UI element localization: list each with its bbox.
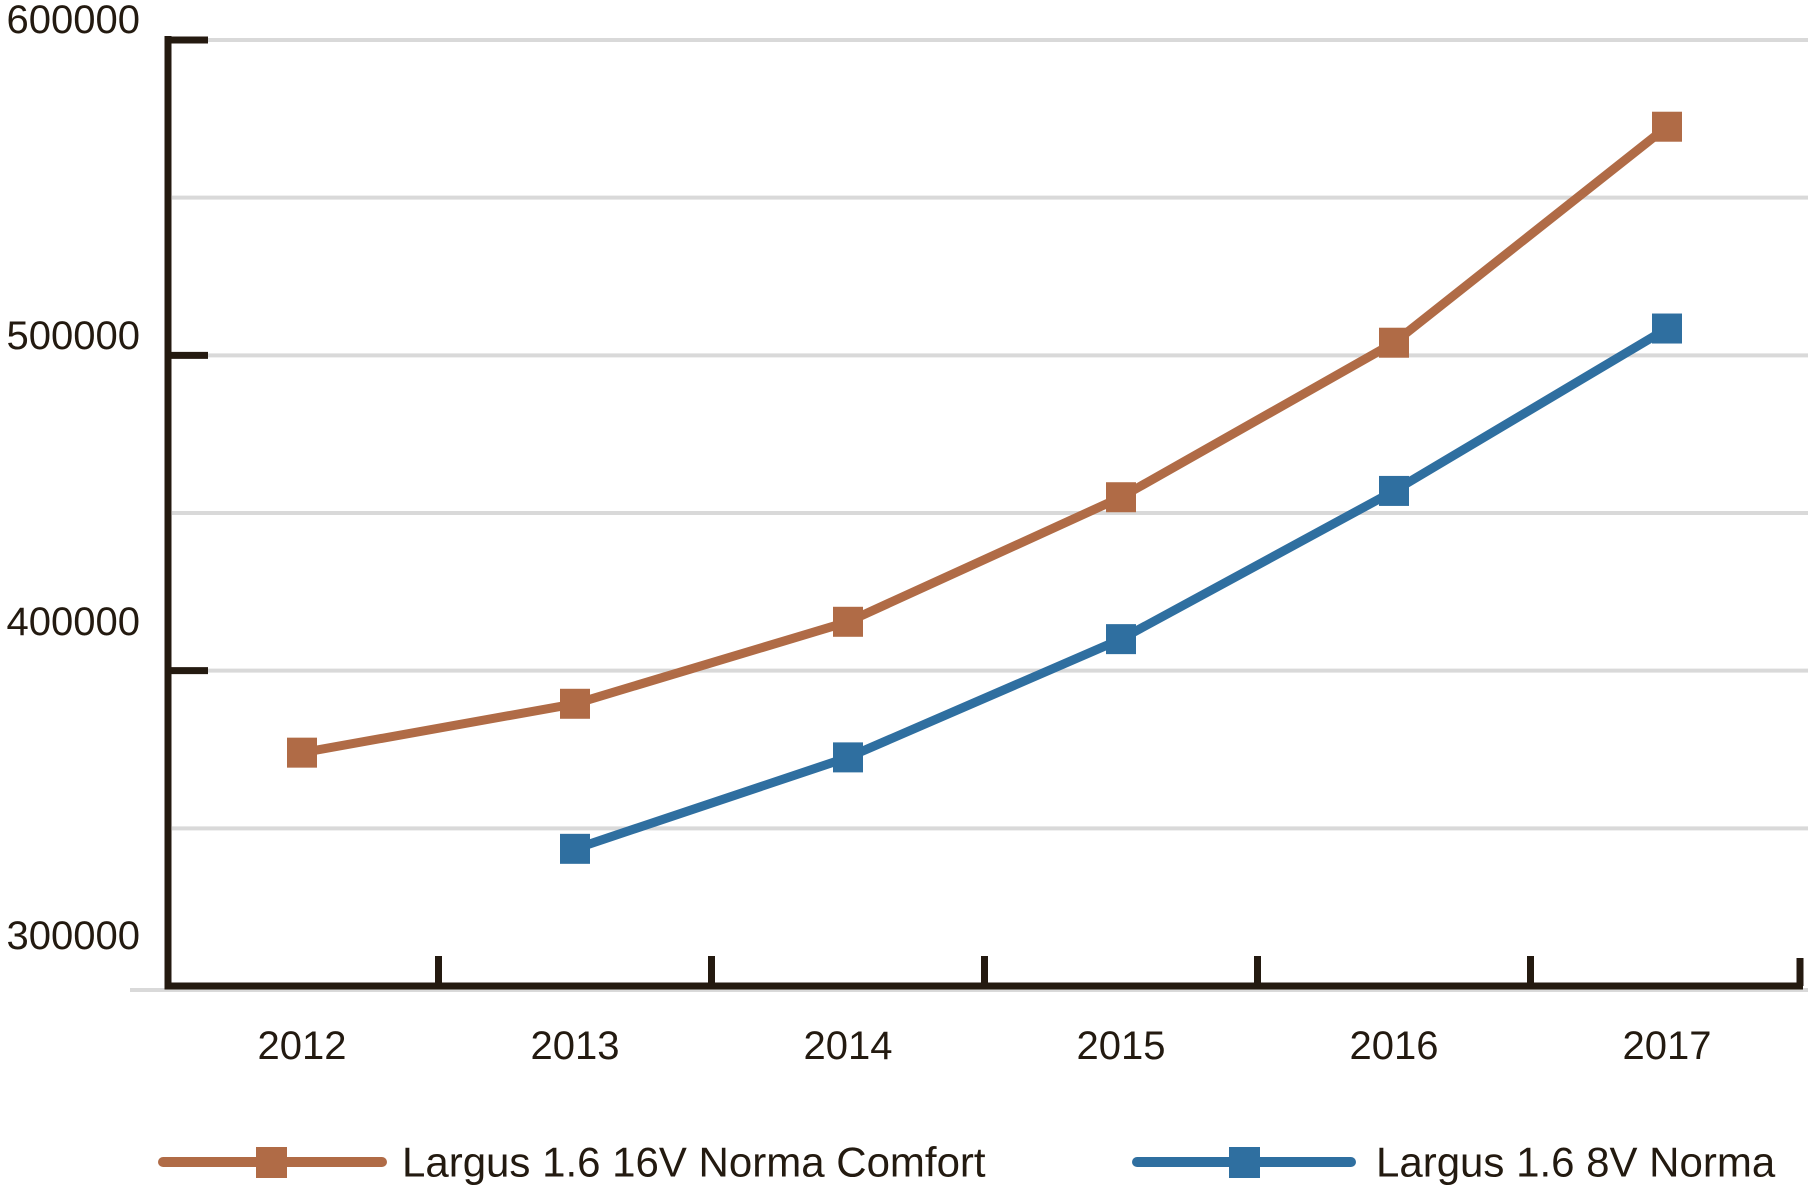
data-point-marker bbox=[1106, 624, 1136, 655]
data-point-marker bbox=[1652, 313, 1682, 344]
legend-label: Largus 1.6 16V Norma Comfort bbox=[402, 1139, 986, 1186]
series bbox=[287, 111, 1682, 864]
series-line-largus-1-6-16v-norma-comfort bbox=[301, 123, 1670, 758]
data-point-marker bbox=[833, 606, 863, 637]
data-point-marker bbox=[1652, 111, 1682, 142]
legend-marker-square bbox=[1229, 1147, 1260, 1178]
legend-item-largus-8v-norma: Largus 1.6 8V Norma bbox=[1132, 1139, 1776, 1186]
x-tick-label: 2017 bbox=[1623, 1024, 1712, 1068]
y-tick-label: 500000 bbox=[7, 314, 140, 358]
data-point-marker bbox=[833, 742, 863, 773]
y-tick-label: 300000 bbox=[7, 914, 140, 958]
legend-label: Largus 1.6 8V Norma bbox=[1376, 1139, 1776, 1186]
data-point-marker bbox=[560, 833, 590, 864]
x-tick-label: 2015 bbox=[1077, 1024, 1166, 1068]
x-tick-label: 2016 bbox=[1350, 1024, 1439, 1068]
gridlines bbox=[130, 38, 1808, 992]
y-tick-label: 600000 bbox=[7, 0, 140, 42]
data-point-marker bbox=[1379, 327, 1409, 358]
x-tick-label: 2012 bbox=[258, 1024, 347, 1068]
legend-marker-square bbox=[256, 1147, 287, 1178]
data-point-marker bbox=[560, 688, 590, 719]
series-line-largus-1-6-8v-norma bbox=[573, 324, 1670, 854]
x-tick-label: 2014 bbox=[804, 1024, 893, 1068]
legend-item-largus-16v-norma-comfort: Largus 1.6 16V Norma Comfort bbox=[158, 1139, 986, 1186]
legend: Largus 1.6 16V Norma Comfort Largus 1.6 … bbox=[158, 1139, 1776, 1186]
x-tick-label: 2013 bbox=[531, 1024, 620, 1068]
data-point-marker bbox=[1379, 475, 1409, 506]
axes bbox=[164, 36, 1804, 990]
data-point-marker bbox=[1106, 482, 1136, 513]
y-tick-label: 400000 bbox=[7, 600, 140, 644]
tick-labels: 300000 400000 500000 600000 2012 2013 2014 2015… bbox=[7, 0, 1712, 1068]
data-point-marker bbox=[287, 737, 317, 768]
